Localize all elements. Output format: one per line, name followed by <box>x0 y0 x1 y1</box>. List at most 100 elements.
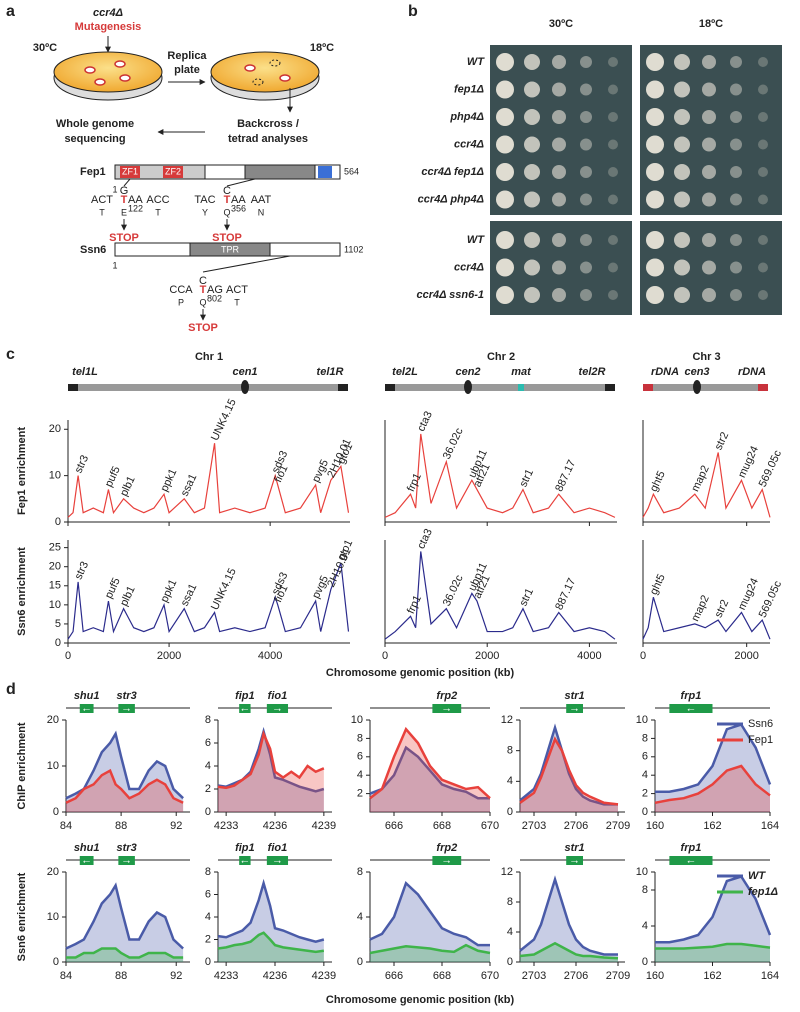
y-tick-label: 0 <box>205 806 211 818</box>
spot <box>646 80 664 99</box>
spot <box>674 164 690 180</box>
spot <box>524 54 540 70</box>
spot <box>608 112 618 122</box>
gene-name: frp1 <box>681 842 702 854</box>
spot <box>646 163 664 181</box>
sequencing-text: sequencing <box>64 133 125 145</box>
codon: AA <box>231 194 246 206</box>
codon-ref: C <box>223 185 231 197</box>
spot <box>674 191 690 208</box>
y-tick-label: 4 <box>205 911 211 923</box>
codon: ACT <box>226 284 248 296</box>
spot <box>702 165 716 179</box>
spot <box>496 258 514 277</box>
spot <box>674 81 690 98</box>
line <box>217 931 325 954</box>
spot <box>730 234 742 246</box>
x-tick-label: 670 <box>481 820 499 832</box>
spot <box>702 260 716 275</box>
gene-name: shu1 <box>74 690 100 702</box>
codon: CCA <box>169 284 193 296</box>
signal-track <box>67 562 350 640</box>
residue: 564 <box>344 166 359 176</box>
spot <box>758 290 768 300</box>
gene <box>79 704 94 713</box>
spot <box>580 193 592 206</box>
spot <box>608 167 618 177</box>
spot <box>730 193 742 206</box>
spot <box>524 81 540 98</box>
spot <box>580 83 592 96</box>
spot <box>646 286 664 304</box>
x-tick-label: 2703 <box>522 820 546 832</box>
x-tick-label: 2706 <box>564 820 588 832</box>
y-tick-label: 0 <box>507 956 513 968</box>
x-tick-label: 88 <box>115 970 127 982</box>
gene-direction: ← <box>239 702 250 714</box>
y-tick-label: 2 <box>357 788 363 800</box>
x-tick-label: 160 <box>646 820 664 832</box>
spot <box>674 109 690 125</box>
line <box>519 736 619 806</box>
x-tick-label: 4233 <box>214 820 238 832</box>
peak-label: str1 <box>517 467 536 489</box>
spot <box>674 259 690 276</box>
area <box>218 731 324 812</box>
temperature: 18ºC <box>310 42 334 54</box>
spot <box>496 286 514 304</box>
y-axis-label: ChIP enrichment <box>16 722 28 810</box>
peak-label: map2 <box>689 593 712 623</box>
gene-direction: → <box>569 854 580 866</box>
y-tick-label: 8 <box>205 866 211 878</box>
chromosome-name: Chr 3 <box>692 351 720 363</box>
peak-label: plb1 <box>118 584 138 608</box>
gene-direction: → <box>441 854 452 866</box>
spot <box>552 288 566 302</box>
y-tick-label: 4 <box>357 769 363 781</box>
x-tick-label: 0 <box>640 650 646 662</box>
x-tick-label: 84 <box>60 970 72 982</box>
spot <box>758 139 768 150</box>
spot <box>758 112 768 122</box>
gene <box>669 704 713 713</box>
area <box>520 739 618 812</box>
peak-label: frp1 <box>405 471 424 493</box>
spot <box>608 262 618 273</box>
spot <box>730 289 742 301</box>
spot <box>552 110 566 124</box>
x-tick-label: 4236 <box>263 820 287 832</box>
spot <box>702 137 716 152</box>
peak-label: 36.02c <box>441 573 466 608</box>
spot <box>496 231 514 249</box>
y-tick-label: 4 <box>507 775 513 787</box>
peak-label: 569.05c <box>757 448 785 489</box>
temperature: 30ºC <box>549 18 573 30</box>
spot <box>758 194 768 205</box>
strain-label: fep1Δ <box>454 83 484 95</box>
spot <box>702 233 716 247</box>
spot <box>496 53 514 71</box>
gene-name: str1 <box>565 842 585 854</box>
stop: STOP <box>212 232 242 244</box>
gene-name: frp1 <box>681 690 702 702</box>
gene <box>432 704 462 713</box>
spot <box>608 57 618 67</box>
gene-direction: → <box>569 702 580 714</box>
x-tick-label: 88 <box>115 820 127 832</box>
y-tick-label: 4 <box>642 769 648 781</box>
x-tick-label: 4233 <box>214 970 238 982</box>
strain-label: ccr4Δ <box>454 138 484 150</box>
position: 802 <box>207 293 222 303</box>
peak-label: puf5 <box>103 576 123 600</box>
spot <box>524 191 540 208</box>
spot <box>552 192 566 207</box>
panel-a-art <box>53 36 341 321</box>
codon-alt: T <box>200 284 207 296</box>
y-tick-label: 4 <box>357 911 363 923</box>
strain-label: ccr4Δ <box>454 261 484 273</box>
gene <box>669 856 713 865</box>
codon-alt: T <box>121 194 128 206</box>
spot <box>730 261 742 274</box>
y-tick-label: 2 <box>205 933 211 945</box>
landmark: cen1 <box>232 366 257 378</box>
